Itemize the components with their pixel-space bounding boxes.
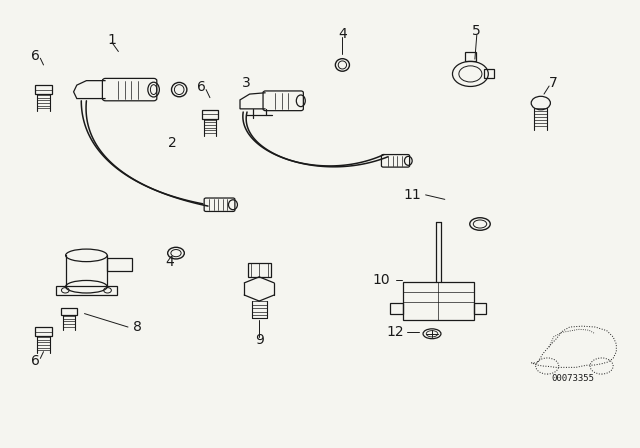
Text: 8: 8: [133, 320, 142, 334]
Text: 10: 10: [372, 273, 390, 287]
Bar: [108, 258, 132, 271]
Text: 4: 4: [338, 26, 347, 41]
Text: 1: 1: [108, 33, 116, 47]
Bar: [484, 69, 494, 78]
Bar: [403, 282, 474, 320]
Text: 2: 2: [168, 136, 177, 151]
Text: 6: 6: [197, 80, 206, 95]
Text: 9: 9: [255, 333, 264, 348]
Bar: [248, 263, 271, 277]
Text: 5: 5: [472, 24, 481, 39]
Bar: [61, 308, 77, 315]
Text: 6: 6: [31, 49, 40, 63]
Bar: [202, 110, 218, 119]
Bar: [56, 286, 117, 295]
Text: 12: 12: [386, 325, 404, 340]
Bar: [35, 85, 52, 94]
Text: 11: 11: [404, 188, 422, 202]
Bar: [390, 303, 403, 314]
Text: 7: 7: [549, 76, 558, 90]
Bar: [474, 303, 486, 314]
Text: 3: 3: [242, 76, 251, 90]
Text: 00073355: 00073355: [551, 374, 595, 383]
Text: 6: 6: [31, 353, 40, 368]
Bar: [465, 52, 476, 61]
Text: 4: 4: [165, 255, 174, 269]
Bar: [35, 327, 52, 336]
